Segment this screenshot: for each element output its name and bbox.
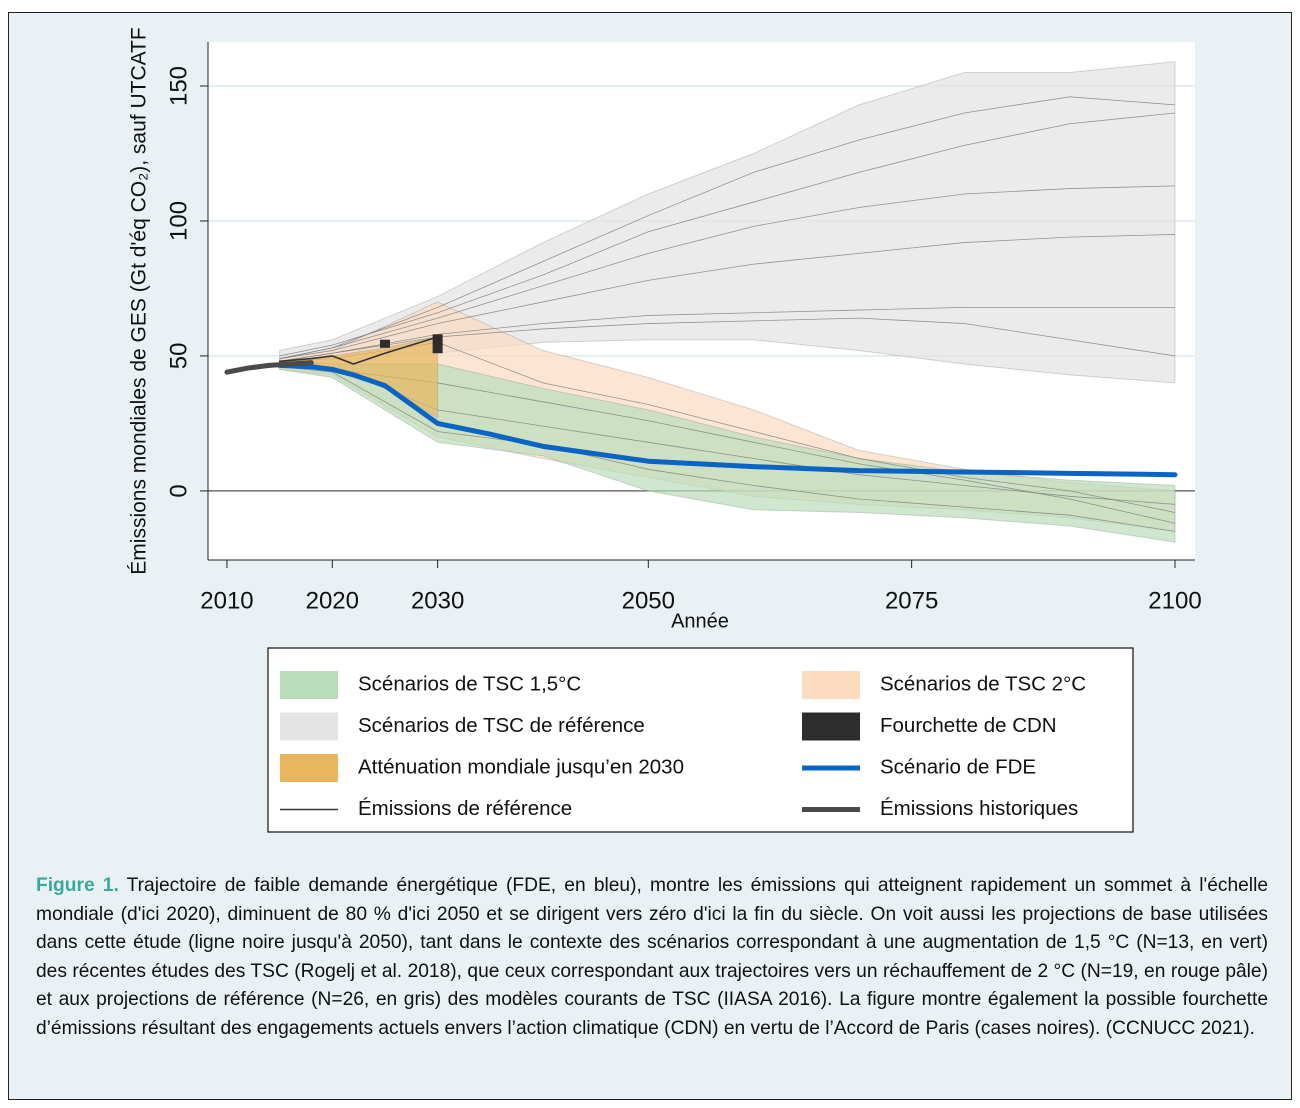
x-tick-label: 2050 [622,587,675,614]
y-axis-label: Émissions mondiales de GES (Gt d'éq CO₂)… [128,27,151,574]
legend-label: Scénarios de TSC de référence [358,714,645,737]
legend [267,647,1134,833]
y-tick-label: 150 [165,66,192,106]
legend-swatch [280,671,338,699]
legend-label: Scénarios de TSC 1,5°C [358,672,581,695]
legend-label: Scénario de FDE [880,755,1036,778]
scenario-line [279,96,1176,360]
y-tick-label: 100 [165,201,192,241]
legend-swatch [280,712,338,741]
legend-swatch [280,754,338,782]
ndc-box [379,339,390,348]
legend-label: Fourchette de CDN [880,714,1057,737]
line [277,362,1178,478]
legend-swatch [802,671,860,699]
x-tick-label: 2020 [306,587,359,614]
x-tick-label: 2030 [411,587,464,614]
legend-label: Émissions de référence [358,797,572,820]
scenario-line [279,185,1175,360]
caption-text: Trajectoire de faible demande énergétiqu… [36,875,1269,1039]
scenario-line [279,112,1176,357]
line [278,336,439,365]
band [279,360,1176,543]
x-tick-label: 2010 [200,587,253,614]
caption-label: Figure 1. [36,875,119,896]
legend-swatch [802,712,860,741]
scenario-line [279,366,1176,532]
line [224,360,314,375]
y-tick-label: 0 [165,484,192,497]
ndc-box [432,334,443,354]
x-axis-label: Année [671,610,729,632]
legend-label: Émissions historiques [880,797,1078,820]
caption: Figure 1. Trajectoire de faible demande … [36,872,1268,1044]
y-tick-label: 50 [165,343,192,370]
legend-label: Scénarios de TSC 2°C [880,672,1086,695]
x-tick-label: 2100 [1148,587,1201,614]
chart: Émissions mondiales de GES (Gt d'éq CO₂)… [128,27,1202,833]
scenario-line [279,234,1175,360]
legend-label: Atténuation mondiale jusqu’en 2030 [358,755,684,778]
x-tick-label: 2075 [885,587,938,614]
